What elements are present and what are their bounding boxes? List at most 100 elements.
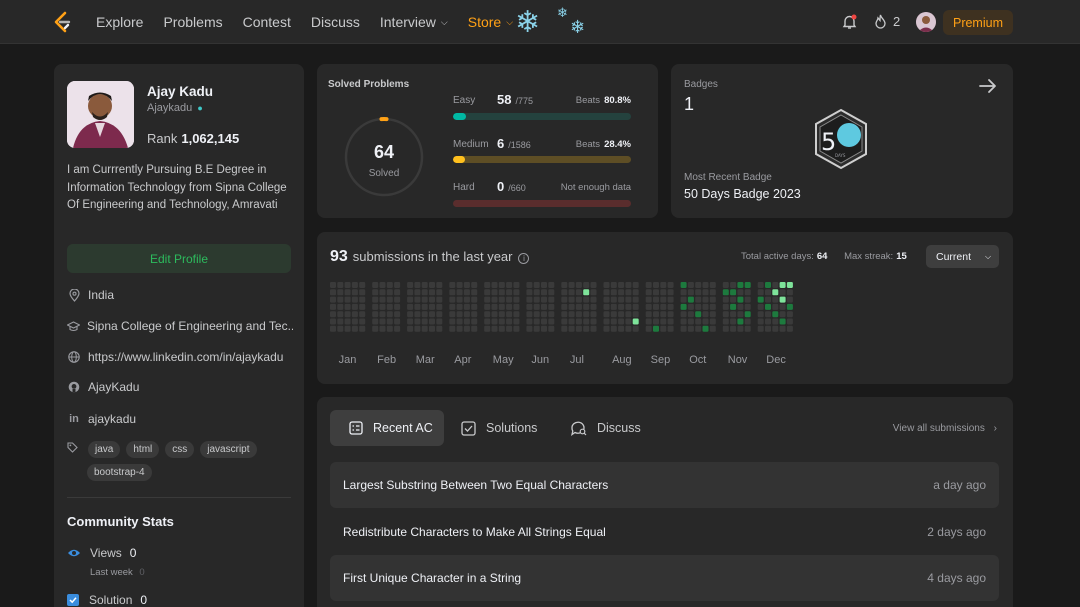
heatmap-cell <box>610 325 617 332</box>
linkedin-link[interactable]: ajaykadu <box>88 412 137 426</box>
heatmap-cell <box>484 318 491 325</box>
snowflake-icon: ❄ <box>570 17 586 37</box>
edit-profile-button[interactable]: Edit Profile <box>67 244 291 273</box>
profile-handle-text: Ajaykadu <box>147 102 193 114</box>
heatmap-cell <box>429 311 435 318</box>
month-label: Jan <box>338 354 357 366</box>
heatmap-cell <box>421 318 428 325</box>
heatmap-cell <box>603 311 610 318</box>
heatmap-cell <box>702 296 709 303</box>
medium-progress-bar <box>453 156 631 163</box>
website-row[interactable]: https://www.linkedin.com/in/ajaykadu <box>67 350 293 364</box>
heatmap-cell <box>344 325 351 332</box>
heatmap-cell <box>709 318 716 325</box>
bell-icon[interactable] <box>842 14 857 30</box>
heatmap-cell <box>779 289 786 296</box>
skill-tag[interactable]: java <box>88 440 121 458</box>
nav-interview-label: Interview <box>379 14 436 30</box>
heatmap-cell <box>407 318 414 325</box>
info-icon[interactable]: i <box>518 253 530 264</box>
heatmap-cell <box>337 318 344 325</box>
skill-tag[interactable]: javascript <box>200 440 257 458</box>
leetcode-logo-icon[interactable] <box>52 11 72 33</box>
heatmap-cell <box>603 282 610 288</box>
year-selector[interactable]: Current ⌵ <box>926 245 999 268</box>
50-days-badge-icon[interactable]: 5 DAYS <box>813 108 869 170</box>
nav-store-label: Store <box>467 14 502 30</box>
chevron-down-icon: ⌵ <box>440 16 448 27</box>
github-link[interactable]: AjayKadu <box>88 380 140 394</box>
heatmap-cell <box>533 289 540 296</box>
heatmap-cell <box>744 303 751 310</box>
heatmap-cell <box>386 289 393 296</box>
submission-row[interactable]: First Unique Character in a String 4 day… <box>330 555 999 601</box>
solved-total: 64 <box>373 142 395 162</box>
nav-problems[interactable]: Problems <box>163 14 223 30</box>
medium-solved: 6 <box>497 136 505 151</box>
heatmap-cell <box>548 318 555 325</box>
premium-button[interactable]: Premium <box>943 10 1013 35</box>
heatmap-cell <box>526 311 533 318</box>
heatmap-cell <box>436 318 443 325</box>
skill-tag[interactable]: css <box>165 440 195 458</box>
solved-problems-card: Solved Problems 64 Solved Easy 58/775 Be… <box>317 64 658 218</box>
heatmap-cell <box>779 311 786 318</box>
heatmap-cell <box>471 289 478 296</box>
tab-discuss[interactable]: Discuss <box>570 410 660 446</box>
heatmap-cell <box>632 289 639 296</box>
easy-beats: Beats 80.8% <box>576 95 631 106</box>
nav-store[interactable]: Store ⌵ <box>468 14 513 30</box>
heatmap-cell <box>386 311 393 318</box>
medium-beats-value: 28.4% <box>604 139 631 150</box>
heatmap-cell <box>653 289 659 296</box>
nav-interview[interactable]: Interview ⌵ <box>380 14 448 30</box>
month-label: Feb <box>377 354 397 366</box>
tab-recent-ac[interactable]: Recent AC <box>330 410 444 446</box>
submission-title[interactable]: First Unique Character in a String <box>343 571 522 585</box>
github-row[interactable]: AjayKadu <box>67 380 293 394</box>
submission-title[interactable]: Redistribute Characters to Make All Stri… <box>343 525 606 539</box>
heatmap-cell <box>695 325 702 332</box>
nav-contest[interactable]: Contest <box>242 14 291 30</box>
heatmap-cell <box>548 311 555 318</box>
view-all-submissions-link[interactable]: View all submissions › <box>893 423 997 434</box>
heatmap-cell <box>449 318 456 325</box>
streak-counter[interactable]: 2 <box>874 14 900 29</box>
heatmap-cell <box>407 282 414 288</box>
submission-title[interactable]: Largest Substring Between Two Equal Char… <box>343 478 609 492</box>
heatmap-cell <box>568 318 575 325</box>
submission-count: 93 <box>330 248 348 265</box>
user-avatar[interactable] <box>916 12 936 32</box>
month-label: Mar <box>415 354 435 366</box>
heatmap-cell <box>583 311 590 318</box>
heatmap-cell <box>421 296 428 303</box>
heatmap-cell <box>757 296 764 303</box>
heatmap-cell <box>744 325 751 332</box>
nav-discuss[interactable]: Discuss <box>310 14 360 30</box>
submission-row[interactable]: Redistribute Characters to Make All Stri… <box>330 509 999 555</box>
submission-row[interactable]: Largest Substring Between Two Equal Char… <box>330 462 999 508</box>
nav-explore[interactable]: Explore <box>96 14 144 30</box>
snowflake-icon: ❄ <box>515 6 541 39</box>
heatmap-cell <box>436 303 443 310</box>
heatmap-cell <box>786 289 793 296</box>
heatmap-cell <box>359 282 366 288</box>
website-link[interactable]: https://www.linkedin.com/in/ajaykadu <box>88 350 284 364</box>
heatmap-cell <box>680 318 687 325</box>
heatmap-cell <box>702 311 709 318</box>
skill-tag[interactable]: bootstrap-4 <box>87 464 152 481</box>
heatmap-cell <box>737 325 744 332</box>
heatmap-cell <box>590 311 597 318</box>
heatmap-cell <box>379 296 386 303</box>
arrow-right-icon[interactable] <box>979 78 997 94</box>
heatmap-cell <box>498 289 505 296</box>
medium-beats: Beats 28.4% <box>576 139 631 150</box>
linkedin-row[interactable]: in ajaykadu <box>67 412 293 426</box>
heatmap-cell <box>660 311 667 318</box>
heatmap-cell <box>583 303 590 310</box>
skill-tag[interactable]: html <box>126 440 160 458</box>
heatmap-cell <box>456 325 463 332</box>
heatmap-cell <box>449 325 456 332</box>
tab-solutions[interactable]: Solutions <box>461 410 561 446</box>
heatmap-cell <box>429 325 435 332</box>
